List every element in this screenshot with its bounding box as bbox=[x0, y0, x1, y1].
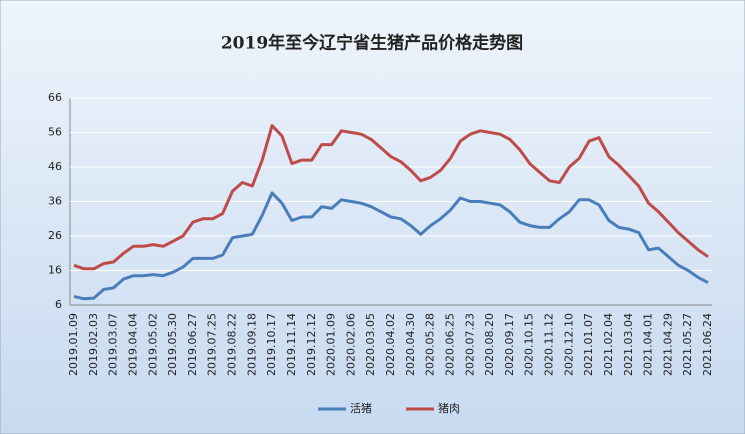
x-tick-label: 2019.02.03 bbox=[87, 313, 100, 376]
x-tick-label: 2019.07.25 bbox=[206, 313, 219, 376]
legend-label: 猪肉 bbox=[438, 402, 460, 415]
x-tick-label: 2020.04.30 bbox=[404, 313, 417, 376]
x-tick-label: 2021.04.29 bbox=[661, 313, 674, 376]
x-tick-label: 2019.06.27 bbox=[186, 313, 199, 376]
x-tick-label: 2021.04.01 bbox=[642, 313, 655, 376]
y-tick-label: 16 bbox=[48, 264, 62, 277]
y-tick-label: 46 bbox=[48, 160, 62, 173]
x-tick-label: 2020.08.20 bbox=[483, 313, 496, 376]
x-tick-label: 2019.09.18 bbox=[245, 313, 258, 376]
x-tick-label: 2019.08.22 bbox=[226, 313, 239, 376]
x-tick-label: 2020.12.10 bbox=[562, 313, 575, 376]
x-tick-label: 2019.12.12 bbox=[305, 313, 318, 376]
legend-label: 活猪 bbox=[350, 402, 372, 415]
x-tick-label: 2021.06.24 bbox=[701, 313, 714, 376]
y-tick-label: 66 bbox=[48, 91, 62, 104]
x-tick-label: 2020.02.06 bbox=[344, 313, 357, 376]
x-tick-label: 2020.03.05 bbox=[364, 313, 377, 376]
y-tick-label: 6 bbox=[55, 298, 62, 311]
x-tick-label: 2020.11.12 bbox=[543, 313, 556, 376]
series-line bbox=[73, 124, 709, 271]
x-tick-label: 2019.01.09 bbox=[67, 313, 80, 376]
x-tick-label: 2021.01.07 bbox=[582, 313, 595, 376]
chart-title: 2019年至今辽宁省生猪产品价格走势图 bbox=[221, 33, 523, 54]
y-tick-label: 56 bbox=[48, 126, 62, 139]
x-tick-label: 2020.01.09 bbox=[325, 313, 338, 376]
x-tick-label: 2020.09.17 bbox=[503, 313, 516, 376]
x-tick-label: 2019.11.14 bbox=[285, 313, 298, 376]
y-tick-label: 36 bbox=[48, 195, 62, 208]
x-tick-label: 2019.05.02 bbox=[146, 313, 159, 376]
x-tick-label: 2020.07.23 bbox=[463, 313, 476, 376]
x-tick-label: 2019.03.07 bbox=[107, 313, 120, 376]
x-tick-label: 2020.04.02 bbox=[384, 313, 397, 376]
x-tick-label: 2021.05.27 bbox=[681, 313, 694, 376]
x-tick-label: 2019.10.17 bbox=[265, 313, 278, 376]
x-tick-label: 2020.06.25 bbox=[443, 313, 456, 376]
x-tick-label: 2021.03.04 bbox=[622, 313, 635, 376]
x-tick-label: 2019.04.04 bbox=[126, 313, 139, 376]
x-tick-label: 2021.02.04 bbox=[602, 313, 615, 376]
x-tick-label: 2019.05.30 bbox=[166, 313, 179, 376]
x-tick-label: 2020.10.15 bbox=[523, 313, 536, 376]
x-tick-label: 2020.05.28 bbox=[424, 313, 437, 376]
series-line bbox=[73, 191, 709, 301]
y-tick-label: 26 bbox=[48, 229, 62, 242]
